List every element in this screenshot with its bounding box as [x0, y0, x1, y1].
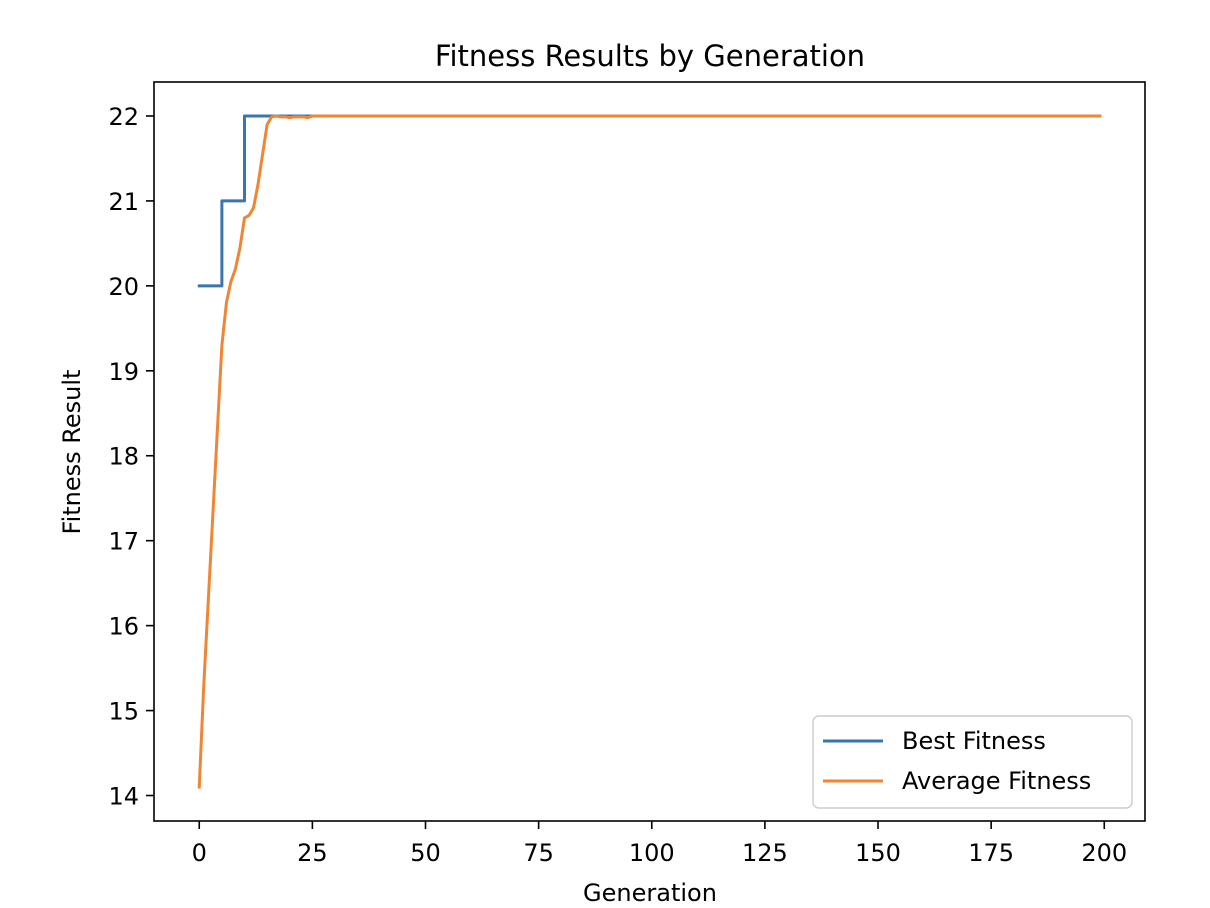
y-tick-label: 20 [108, 273, 139, 301]
y-tick-label: 16 [108, 613, 139, 641]
y-axis-label: Fitness Result [58, 370, 86, 535]
x-tick-label: 125 [742, 839, 788, 867]
x-tick-label: 150 [855, 839, 901, 867]
x-axis-label: Generation [583, 879, 717, 907]
y-tick-label: 18 [108, 443, 139, 471]
legend-box [812, 715, 1133, 809]
series-line-average-fitness [197, 114, 1102, 789]
plot-frame [153, 81, 1146, 822]
y-tick-label: 19 [108, 358, 139, 386]
series-layer [197, 114, 1102, 789]
x-tick-label: 200 [1081, 839, 1127, 867]
legend: Best Fitness Average Fitness [812, 715, 1133, 809]
x-tick-label: 100 [629, 839, 675, 867]
chart-title: Fitness Results by Generation [435, 39, 865, 73]
x-tick-label: 0 [192, 839, 207, 867]
y-tick-label: 14 [108, 783, 139, 811]
legend-label: Average Fitness [902, 767, 1091, 795]
series-line-best-fitness [197, 114, 1102, 288]
y-tick-label: 22 [108, 103, 139, 131]
y-axis-ticks: 14 15 16 17 18 19 20 21 22 [108, 103, 154, 811]
y-tick-label: 21 [108, 188, 139, 216]
x-tick-label: 75 [523, 839, 554, 867]
x-tick-label: 25 [297, 839, 328, 867]
y-tick-label: 17 [108, 528, 139, 556]
x-tick-label: 175 [968, 839, 1014, 867]
x-axis-ticks: 0 25 50 75 100 125 150 175 200 [192, 821, 1127, 867]
x-tick-label: 50 [410, 839, 441, 867]
legend-label: Best Fitness [902, 727, 1046, 755]
y-tick-label: 15 [108, 698, 139, 726]
